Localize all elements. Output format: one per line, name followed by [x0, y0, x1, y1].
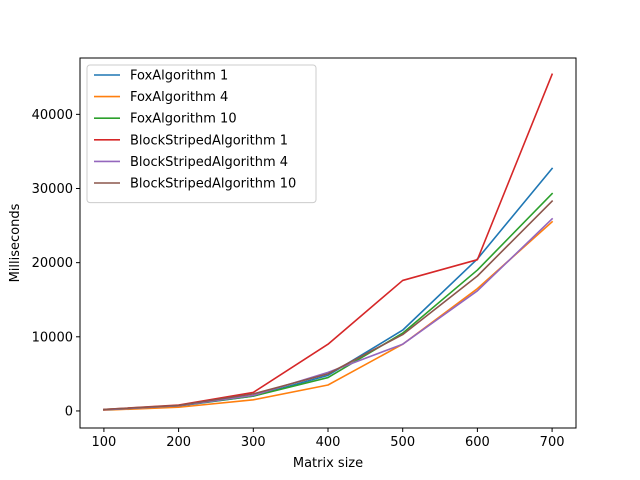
legend-label-5: BlockStripedAlgorithm 4 — [130, 155, 288, 170]
x-tick-label: 300 — [241, 435, 266, 450]
series-line-3 — [104, 194, 552, 410]
legend-label-6: BlockStripedAlgorithm 10 — [130, 177, 296, 192]
y-axis-label: Milliseconds — [8, 203, 23, 282]
legend: FoxAlgorithm 1 FoxAlgorithm 4 FoxAlgorithm… — [87, 65, 316, 203]
legend-label-2: FoxAlgorithm 4 — [130, 90, 228, 105]
x-tick-label: 700 — [540, 435, 565, 450]
y-tick-label: 0 — [65, 404, 73, 419]
x-axis-label: Matrix size — [293, 456, 363, 471]
x-axis: 100 200 300 400 500 600 700 — [91, 428, 564, 450]
legend-label-1: FoxAlgorithm 1 — [130, 69, 228, 84]
series-line-5 — [104, 219, 552, 410]
y-tick-label: 30000 — [32, 182, 73, 197]
y-tick-label: 40000 — [32, 108, 73, 123]
legend-label-4: BlockStripedAlgorithm 1 — [130, 133, 288, 148]
x-tick-label: 400 — [316, 435, 341, 450]
x-tick-label: 500 — [390, 435, 415, 450]
x-tick-label: 200 — [166, 435, 191, 450]
legend-label-3: FoxAlgorithm 10 — [130, 112, 237, 127]
x-tick-label: 100 — [91, 435, 116, 450]
y-tick-label: 10000 — [32, 330, 73, 345]
y-axis: 0 10000 20000 30000 40000 — [32, 108, 80, 420]
x-tick-label: 600 — [465, 435, 490, 450]
y-tick-label: 20000 — [32, 256, 73, 271]
